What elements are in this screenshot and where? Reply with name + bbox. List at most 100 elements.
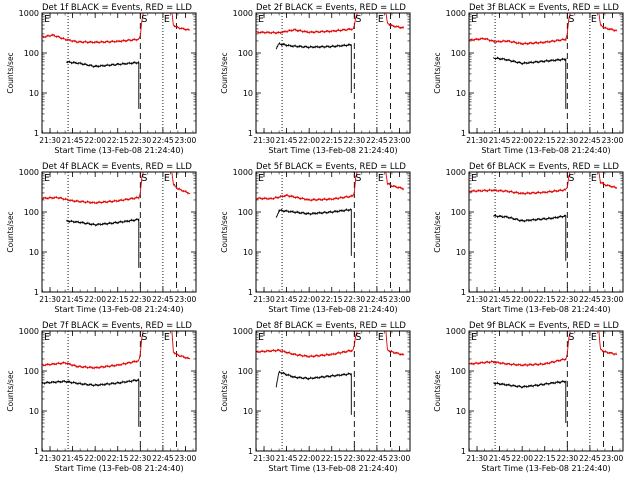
- y-tick-label: 10: [456, 407, 466, 416]
- x-tick-label: 22:15: [107, 454, 129, 463]
- y-tick-label: 100: [451, 49, 466, 58]
- events-series-line: [275, 370, 352, 415]
- y-tick-label: 1: [248, 288, 253, 297]
- lld-series-line: [42, 171, 144, 205]
- y-axis-label: Counts/sec: [433, 211, 442, 252]
- x-tick-label: 22:45: [579, 295, 601, 304]
- y-tick-label: 10: [243, 407, 253, 416]
- x-tick-label: 23:00: [389, 136, 411, 145]
- x-tick-label: 22:00: [511, 454, 533, 463]
- x-tick-label: 22:30: [557, 295, 579, 304]
- lld-series-line: [385, 12, 405, 30]
- y-tick-label: 1: [461, 447, 466, 456]
- phase-annotation: E: [258, 173, 264, 184]
- x-axis-label: Start Time (13-Feb-08 21:24:40): [54, 305, 183, 314]
- x-tick-label: 23:00: [602, 454, 624, 463]
- y-tick-label: 10: [456, 248, 466, 257]
- lld-series-line: [171, 12, 191, 32]
- chart-panel-6: Det 6f BLACK = Events, RED = LLD 1 10 100 10…: [433, 162, 624, 314]
- chart-title: Det 4f BLACK = Events, RED = LLD: [42, 162, 192, 172]
- chart-panel-4: Det 4f BLACK = Events, RED = LLD 1 10 100 10…: [6, 162, 197, 314]
- y-tick-label: 1000: [19, 9, 39, 18]
- phase-annotation: S: [355, 173, 361, 184]
- lld-series-line: [385, 172, 404, 191]
- lld-series-line: [385, 330, 405, 356]
- phase-annotation: E: [591, 332, 597, 343]
- y-tick-label: 100: [451, 367, 466, 376]
- plot-frame: [41, 12, 197, 134]
- x-tick-label: 22:45: [579, 136, 601, 145]
- y-tick-label: 1000: [233, 168, 253, 177]
- x-axis-label: Start Time (13-Feb-08 21:24:40): [268, 464, 397, 473]
- phase-annotation: S: [568, 14, 574, 25]
- x-tick-label: 21:30: [466, 295, 488, 304]
- y-tick-label: 1: [34, 129, 39, 138]
- chart-title: Det 6f BLACK = Events, RED = LLD: [469, 162, 619, 172]
- x-tick-label: 21:30: [466, 454, 488, 463]
- y-axis-label: Counts/sec: [6, 211, 15, 252]
- lld-series-line: [171, 330, 191, 360]
- y-axis-label: Counts/sec: [220, 211, 229, 252]
- phase-annotation: E: [164, 173, 170, 184]
- x-tick-label: 22:15: [534, 136, 556, 145]
- phase-annotation: E: [164, 14, 170, 25]
- plot-frame: [468, 330, 624, 452]
- chart-title: Det 1f BLACK = Events, RED = LLD: [42, 3, 192, 13]
- phase-annotation: S: [141, 332, 147, 343]
- x-axis-label: Start Time (13-Feb-08 21:24:40): [268, 305, 397, 314]
- phase-annotation: E: [591, 173, 597, 184]
- y-tick-label: 10: [29, 248, 39, 257]
- phase-annotation: S: [355, 14, 361, 25]
- x-tick-label: 22:30: [130, 454, 152, 463]
- x-tick-label: 21:45: [62, 454, 84, 463]
- phase-annotation: S: [141, 14, 147, 25]
- x-tick-label: 22:30: [344, 295, 366, 304]
- x-tick-label: 22:00: [298, 136, 320, 145]
- x-axis-label: Start Time (13-Feb-08 21:24:40): [268, 146, 397, 155]
- y-tick-label: 100: [24, 367, 39, 376]
- lld-series-line: [469, 171, 571, 196]
- y-tick-label: 10: [29, 407, 39, 416]
- y-axis-label: Counts/sec: [220, 370, 229, 411]
- lld-series-line: [42, 330, 144, 370]
- y-tick-label: 10: [243, 89, 253, 98]
- chart-panel-7: Det 7f BLACK = Events, RED = LLD 1 10 100 10…: [6, 321, 197, 473]
- x-tick-label: 21:30: [39, 136, 61, 145]
- chart-title: Det 3f BLACK = Events, RED = LLD: [469, 3, 619, 13]
- events-series-line: [493, 56, 567, 109]
- phase-annotation: E: [258, 14, 264, 25]
- phase-annotation: E: [378, 332, 384, 343]
- chart-title: Det 5f BLACK = Events, RED = LLD: [256, 162, 406, 172]
- x-tick-label: 22:15: [107, 295, 129, 304]
- x-tick-label: 23:00: [602, 136, 624, 145]
- x-tick-label: 22:30: [557, 136, 579, 145]
- x-tick-label: 21:45: [62, 136, 84, 145]
- x-tick-label: 23:00: [175, 295, 197, 304]
- y-axis-label: Counts/sec: [433, 370, 442, 411]
- y-tick-label: 1000: [19, 168, 39, 177]
- phase-annotation: E: [164, 332, 170, 343]
- x-axis-label: Start Time (13-Feb-08 21:24:40): [54, 146, 183, 155]
- y-tick-label: 1000: [446, 327, 466, 336]
- lld-series-line: [598, 172, 618, 190]
- x-tick-label: 22:00: [298, 454, 320, 463]
- x-tick-label: 23:00: [175, 136, 197, 145]
- y-axis-label: Counts/sec: [220, 52, 229, 93]
- x-tick-label: 21:45: [489, 295, 511, 304]
- events-series-line: [66, 217, 140, 268]
- y-axis-label: Counts/sec: [433, 52, 442, 93]
- x-tick-label: 21:30: [253, 295, 275, 304]
- x-tick-label: 21:45: [276, 136, 298, 145]
- chart-panel-5: Det 5f BLACK = Events, RED = LLD 1 10 100 10…: [220, 162, 411, 314]
- lld-series-line: [469, 330, 571, 368]
- y-tick-label: 10: [456, 89, 466, 98]
- chart-title: Det 2f BLACK = Events, RED = LLD: [256, 3, 406, 13]
- x-tick-label: 21:45: [276, 295, 298, 304]
- phase-annotation: E: [471, 14, 477, 25]
- phase-annotation: E: [44, 332, 50, 343]
- x-tick-label: 22:15: [321, 295, 343, 304]
- x-tick-label: 21:45: [489, 454, 511, 463]
- y-tick-label: 100: [451, 208, 466, 217]
- x-tick-label: 22:00: [511, 136, 533, 145]
- y-axis-label: Counts/sec: [6, 52, 15, 93]
